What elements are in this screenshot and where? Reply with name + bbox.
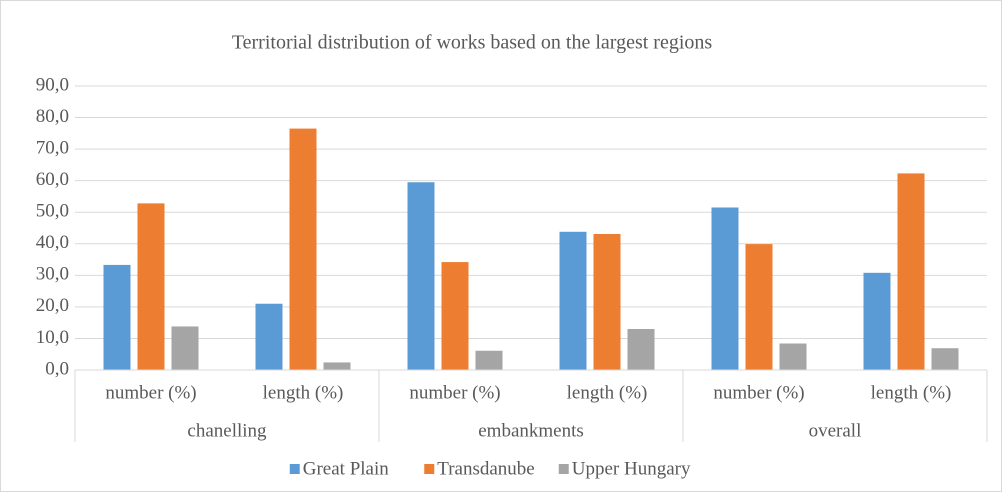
legend-label: Transdanube <box>437 458 534 479</box>
y-tick-label: 50,0 <box>36 201 69 222</box>
bar <box>137 203 165 370</box>
y-tick-label: 40,0 <box>36 232 69 253</box>
bar <box>745 244 773 370</box>
bar <box>711 207 739 370</box>
bar <box>289 128 317 370</box>
group-label: chanelling <box>187 420 267 441</box>
bar <box>627 328 655 370</box>
bar <box>559 231 587 370</box>
bar <box>779 343 807 370</box>
group-label: overall <box>809 420 862 441</box>
y-tick-label: 60,0 <box>36 169 69 190</box>
legend-swatch <box>558 464 569 474</box>
legend-swatch <box>424 464 435 474</box>
y-tick-label: 20,0 <box>36 295 69 316</box>
x-tick-label: number (%) <box>713 382 804 403</box>
x-tick-label: number (%) <box>105 382 196 403</box>
bar <box>407 182 435 370</box>
bar <box>931 348 959 370</box>
bar <box>897 173 925 370</box>
chart-title: Territorial distribution of works based … <box>232 32 713 54</box>
bar <box>103 264 131 370</box>
x-tick-label: length (%) <box>567 382 648 403</box>
legend-label: Upper Hungary <box>572 458 691 479</box>
y-tick-label: 90,0 <box>36 74 69 95</box>
x-tick-label: length (%) <box>871 382 952 403</box>
bar <box>441 262 469 370</box>
bar <box>171 326 199 370</box>
legend-label: Great Plain <box>303 458 390 479</box>
y-tick-label: 70,0 <box>36 137 69 158</box>
bar <box>475 350 503 370</box>
bar <box>255 303 283 370</box>
bar <box>863 272 891 370</box>
bar <box>323 362 351 370</box>
y-tick-label: 80,0 <box>36 106 69 127</box>
bar <box>593 233 621 370</box>
y-tick-label: 30,0 <box>36 264 69 285</box>
legend-swatch <box>289 464 300 474</box>
group-label: embankments <box>478 420 584 441</box>
y-tick-label: 0,0 <box>45 358 69 379</box>
x-tick-label: length (%) <box>263 382 344 403</box>
x-tick-label: number (%) <box>409 382 500 403</box>
y-tick-label: 10,0 <box>36 327 69 348</box>
